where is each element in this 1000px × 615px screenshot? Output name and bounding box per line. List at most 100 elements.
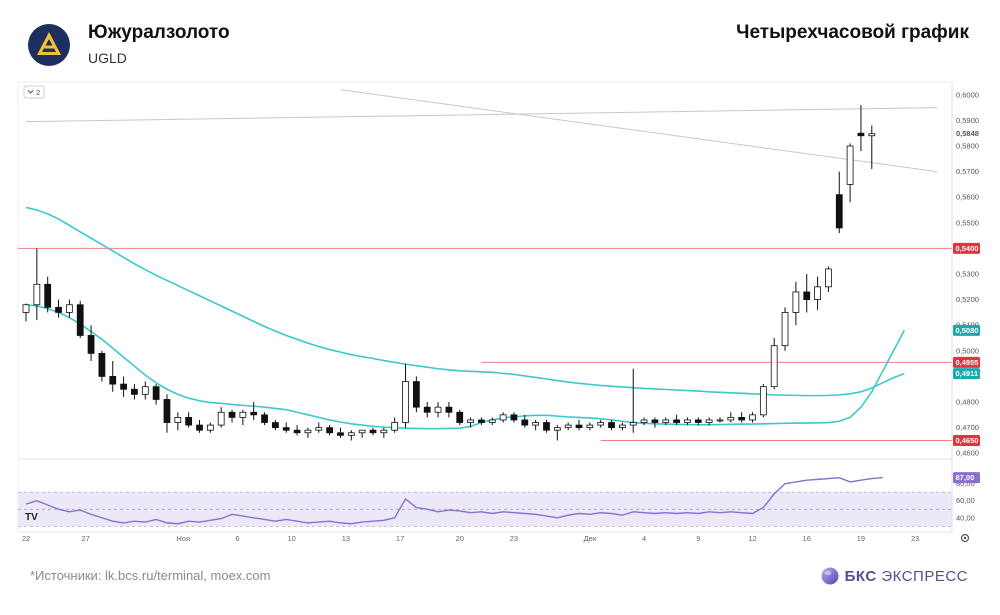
candle-body xyxy=(22,304,30,313)
brand-name: БКС ЭКСПРЕСС xyxy=(844,567,968,585)
time-tick-label: 22 xyxy=(22,534,30,543)
candle-body xyxy=(282,427,290,431)
candle-body xyxy=(597,422,605,426)
ma-badge-text: 0,4911 xyxy=(956,369,979,378)
candle-body xyxy=(206,424,214,431)
candle-body xyxy=(293,429,301,434)
price-tick-label: 0,5300 xyxy=(956,270,979,279)
chart-header: Южуралзолото UGLD Четырехчасовой график xyxy=(0,0,1000,80)
time-tick-label: 10 xyxy=(287,534,295,543)
time-tick-label: 23 xyxy=(510,534,518,543)
price-tick-label: 0,5200 xyxy=(956,295,979,304)
ticker-code: UGLD xyxy=(88,50,127,66)
plot-frame xyxy=(17,81,953,533)
settings-icon[interactable] xyxy=(960,533,970,543)
candle-body xyxy=(391,422,399,431)
ugld-logo-icon xyxy=(28,24,70,66)
chart-title: Четырехчасовой график xyxy=(736,22,969,43)
collapse-toggle[interactable] xyxy=(23,85,45,99)
chart-area[interactable]: 2 0,6000 0,5900 0,5800 0,5700 0,5600 0,5500 0,5… xyxy=(0,80,1000,550)
chevron-down-icon xyxy=(27,90,34,94)
candle-body xyxy=(727,416,735,421)
candle-body xyxy=(814,286,821,301)
candle-body xyxy=(337,432,344,436)
candle-body xyxy=(619,424,626,429)
candle-body xyxy=(304,429,312,434)
candle-body xyxy=(33,283,41,306)
candle-body xyxy=(510,414,518,421)
candle-body xyxy=(553,427,561,431)
level-badge xyxy=(953,356,980,368)
candle-body xyxy=(694,419,702,423)
candle-body xyxy=(380,429,388,434)
ma-badge xyxy=(953,368,980,380)
candle-body xyxy=(261,414,268,423)
candle-body xyxy=(369,429,377,434)
bcs-sphere-icon xyxy=(821,567,839,585)
candle-body xyxy=(120,383,127,390)
candle-body xyxy=(640,419,648,423)
candle-body xyxy=(770,345,778,388)
moving-average-line xyxy=(25,303,906,430)
candle-body xyxy=(152,386,160,400)
trend-line xyxy=(25,107,937,123)
settings-icon-dot xyxy=(963,536,967,540)
candle-body xyxy=(174,416,182,423)
tradingview-logo-icon: TV xyxy=(25,512,38,523)
rsi-badge xyxy=(953,472,980,484)
candle-body xyxy=(445,406,453,413)
candle-body xyxy=(651,419,659,423)
candle-body xyxy=(196,424,203,431)
candle-body xyxy=(608,422,615,429)
candle-body xyxy=(228,411,236,418)
candle-body xyxy=(87,335,95,354)
candle-body xyxy=(456,411,464,423)
candle-body xyxy=(575,424,583,429)
candle-body xyxy=(857,132,865,137)
candle-body xyxy=(499,414,507,421)
candle-body xyxy=(358,429,366,434)
candle-body xyxy=(347,432,355,436)
collapse-label: 2 xyxy=(36,88,40,97)
candle-body xyxy=(716,419,724,422)
candle-body xyxy=(825,268,832,288)
time-tick-label: 13 xyxy=(342,534,350,543)
price-tick-label: 0,5800 xyxy=(956,142,979,151)
candle-body xyxy=(749,414,756,421)
candle-body xyxy=(272,422,279,429)
candle-body xyxy=(76,304,84,336)
time-tick-label: 19 xyxy=(857,534,865,543)
time-tick-label: Дек xyxy=(584,534,597,543)
candle-body xyxy=(402,381,409,423)
time-tick-label: 17 xyxy=(396,534,404,543)
level-badge-text: 0,4955 xyxy=(956,358,979,367)
rsi-line xyxy=(25,476,883,525)
candle-body xyxy=(803,291,811,301)
candle-body xyxy=(217,411,225,426)
candle-body xyxy=(738,416,746,421)
ma-badge-text: 0,5080 xyxy=(956,326,979,335)
settings-icon-ring xyxy=(960,533,970,543)
candle-body xyxy=(532,422,540,426)
candle-body xyxy=(868,133,876,137)
level-badge-text: 0,4650 xyxy=(956,436,979,445)
candle-body xyxy=(673,419,680,423)
candle-body xyxy=(141,386,149,395)
candle-body xyxy=(65,304,73,313)
rsi-tick-label: 60,00 xyxy=(956,496,975,505)
candle-body xyxy=(478,419,485,423)
rsi-band xyxy=(18,492,952,527)
candle-body xyxy=(684,419,691,423)
candle-body xyxy=(423,406,431,413)
price-tick-label: 0,5600 xyxy=(956,193,979,202)
candle-body xyxy=(705,419,713,423)
candle-body xyxy=(55,306,62,313)
level-badge xyxy=(953,242,980,254)
price-chart[interactable]: 2 0,6000 0,5900 0,5800 0,5700 0,5600 0,5500 0,5… xyxy=(0,80,1000,550)
candle-body xyxy=(835,194,843,229)
time-tick-label: 9 xyxy=(696,534,700,543)
candle-body xyxy=(781,312,789,347)
candle-body xyxy=(543,422,550,431)
candle-body xyxy=(109,376,117,385)
time-tick-label: 6 xyxy=(235,534,239,543)
